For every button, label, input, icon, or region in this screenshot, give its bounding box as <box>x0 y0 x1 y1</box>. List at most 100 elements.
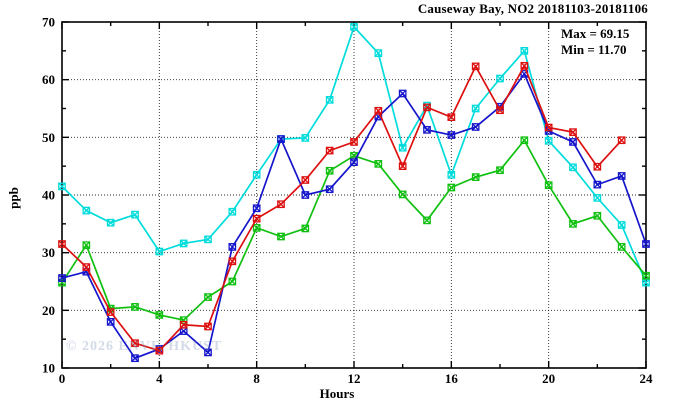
green-series-marker <box>82 241 90 249</box>
red-series-marker <box>179 320 188 329</box>
green-series-marker <box>277 232 285 241</box>
red-series-marker <box>107 308 115 316</box>
cyan-series-marker <box>106 218 115 227</box>
green-series-marker <box>325 166 334 175</box>
green-series-marker <box>204 293 212 301</box>
red-series-marker <box>155 347 163 355</box>
red-series-marker <box>350 138 358 146</box>
cyan-series-marker <box>228 208 236 216</box>
blue-series-marker <box>301 191 310 199</box>
y-tick-label: 20 <box>42 303 55 318</box>
red-series-marker <box>252 214 261 223</box>
y-tick-label: 60 <box>42 72 55 87</box>
y-tick-label: 40 <box>42 188 55 203</box>
red-series-marker <box>204 322 212 331</box>
red-series-marker <box>544 123 553 132</box>
red-series-marker <box>58 240 66 248</box>
chart-title: Causeway Bay, NO2 20181103-20181106 <box>417 1 648 16</box>
blue-series-marker <box>326 185 334 193</box>
green-series-marker <box>131 303 139 311</box>
cyan-series-marker <box>252 170 261 179</box>
cyan-series-marker <box>301 134 309 142</box>
x-tick-label: 12 <box>348 371 361 386</box>
red-series-marker <box>423 103 431 112</box>
blue-series-marker <box>277 135 285 143</box>
cyan-series-marker <box>520 46 529 55</box>
blue-series-marker <box>58 274 66 282</box>
green-series-marker <box>520 136 529 145</box>
y-tick-label: 50 <box>42 130 55 145</box>
red-series-marker <box>423 103 431 112</box>
cyan-series-marker <box>447 170 456 179</box>
red-series-marker <box>471 62 480 71</box>
red-series-marker <box>545 123 553 132</box>
green-series-marker <box>253 224 261 232</box>
green-series-marker <box>131 303 139 311</box>
cyan-series-marker <box>155 247 163 256</box>
green-series-marker <box>618 243 626 251</box>
blue-series-marker <box>252 204 261 213</box>
blue-series-marker <box>180 327 188 335</box>
green-series-marker <box>179 316 188 324</box>
y-tick-label: 70 <box>42 15 55 30</box>
blue-series-marker <box>204 348 212 357</box>
x-tick-label: 16 <box>445 371 459 386</box>
blue-series-marker <box>472 123 480 131</box>
cyan-series-marker <box>228 207 237 216</box>
cyan-series-marker <box>544 136 553 145</box>
cyan-series-marker <box>471 104 480 113</box>
x-tick-label: 0 <box>59 371 66 386</box>
blue-series-marker <box>301 191 309 199</box>
green-series-marker <box>471 173 480 181</box>
green-series-marker <box>374 160 383 168</box>
green-series-marker <box>642 272 650 280</box>
cyan-series-marker <box>642 278 650 287</box>
red-series-marker <box>520 61 529 70</box>
red-series-marker <box>593 162 602 171</box>
y-tick-label: 10 <box>42 361 55 376</box>
cyan-series-marker <box>447 171 455 179</box>
cyan-series-marker <box>593 194 602 202</box>
green-series-marker <box>277 232 285 241</box>
green-series-marker <box>617 243 626 251</box>
cyan-series-marker <box>326 96 334 104</box>
red-series-marker <box>106 308 115 316</box>
red-series-marker <box>155 346 164 355</box>
blue-series-marker <box>618 172 626 180</box>
cyan-series-marker <box>593 194 601 202</box>
blue-series-marker <box>593 180 602 189</box>
green-series-marker <box>228 277 237 286</box>
green-series-marker <box>447 183 455 192</box>
red-series-marker <box>180 321 188 329</box>
green-series-marker <box>374 160 382 168</box>
green-series-marker <box>423 216 431 225</box>
red-series-marker <box>325 146 334 155</box>
red-series-marker <box>82 263 91 271</box>
cyan-series-marker <box>374 49 383 57</box>
blue-series-marker <box>569 138 577 146</box>
red-series-marker <box>350 138 358 146</box>
x-tick-label: 4 <box>156 371 163 386</box>
red-series-marker <box>496 106 504 114</box>
red-series-marker <box>569 128 577 136</box>
blue-series-marker <box>253 204 261 212</box>
cyan-series-marker <box>58 182 66 191</box>
green-series-marker <box>82 241 91 250</box>
blue-series-marker <box>569 138 577 146</box>
red-series-marker <box>228 257 237 266</box>
blue-series-marker <box>131 354 139 362</box>
blue-series-marker <box>106 318 115 326</box>
green-series-marker <box>155 311 163 319</box>
green-series-marker <box>447 183 456 192</box>
green-series-marker <box>423 216 431 225</box>
green-series-marker <box>545 181 553 189</box>
blue-series-marker <box>131 354 139 363</box>
cyan-series-marker <box>107 219 115 227</box>
blue-series-marker <box>58 274 66 282</box>
red-series-marker <box>398 162 407 171</box>
blue-series-marker <box>617 172 626 180</box>
cyan-series-marker <box>204 235 212 244</box>
green-series-marker <box>301 224 309 233</box>
green-series-marker <box>326 167 334 175</box>
